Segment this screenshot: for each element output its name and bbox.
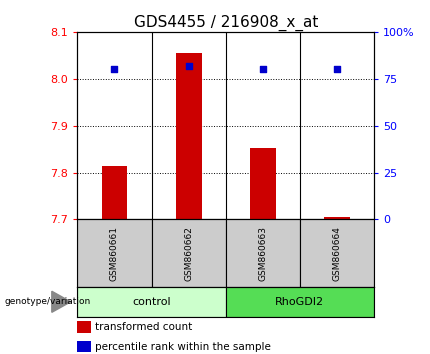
Bar (300, 219, 374, 287)
Point (185, 63, 192, 68)
Point (334, 67, 341, 72)
Text: transformed count: transformed count (95, 322, 193, 332)
Text: percentile rank within the sample: percentile rank within the sample (95, 342, 271, 352)
Bar (77, 287, 226, 317)
Bar (77, 341, 91, 353)
Point (111, 67, 118, 72)
Bar (176, 53, 202, 219)
Bar (151, 219, 226, 287)
Point (259, 67, 266, 72)
Text: genotype/variation: genotype/variation (4, 297, 91, 306)
Text: GSM860661: GSM860661 (110, 225, 119, 281)
Bar (324, 217, 350, 219)
Text: GSM860664: GSM860664 (332, 225, 341, 281)
Title: GDS4455 / 216908_x_at: GDS4455 / 216908_x_at (134, 14, 318, 30)
Bar (101, 166, 127, 219)
Text: GSM860662: GSM860662 (184, 225, 193, 281)
Text: GSM860663: GSM860663 (258, 225, 267, 281)
Text: RhoGDI2: RhoGDI2 (275, 297, 325, 307)
Bar (77, 219, 151, 287)
Bar (226, 219, 300, 287)
Polygon shape (52, 291, 71, 312)
Bar (250, 148, 276, 219)
Bar (226, 287, 374, 317)
Text: control: control (132, 297, 171, 307)
Bar (77, 321, 91, 333)
